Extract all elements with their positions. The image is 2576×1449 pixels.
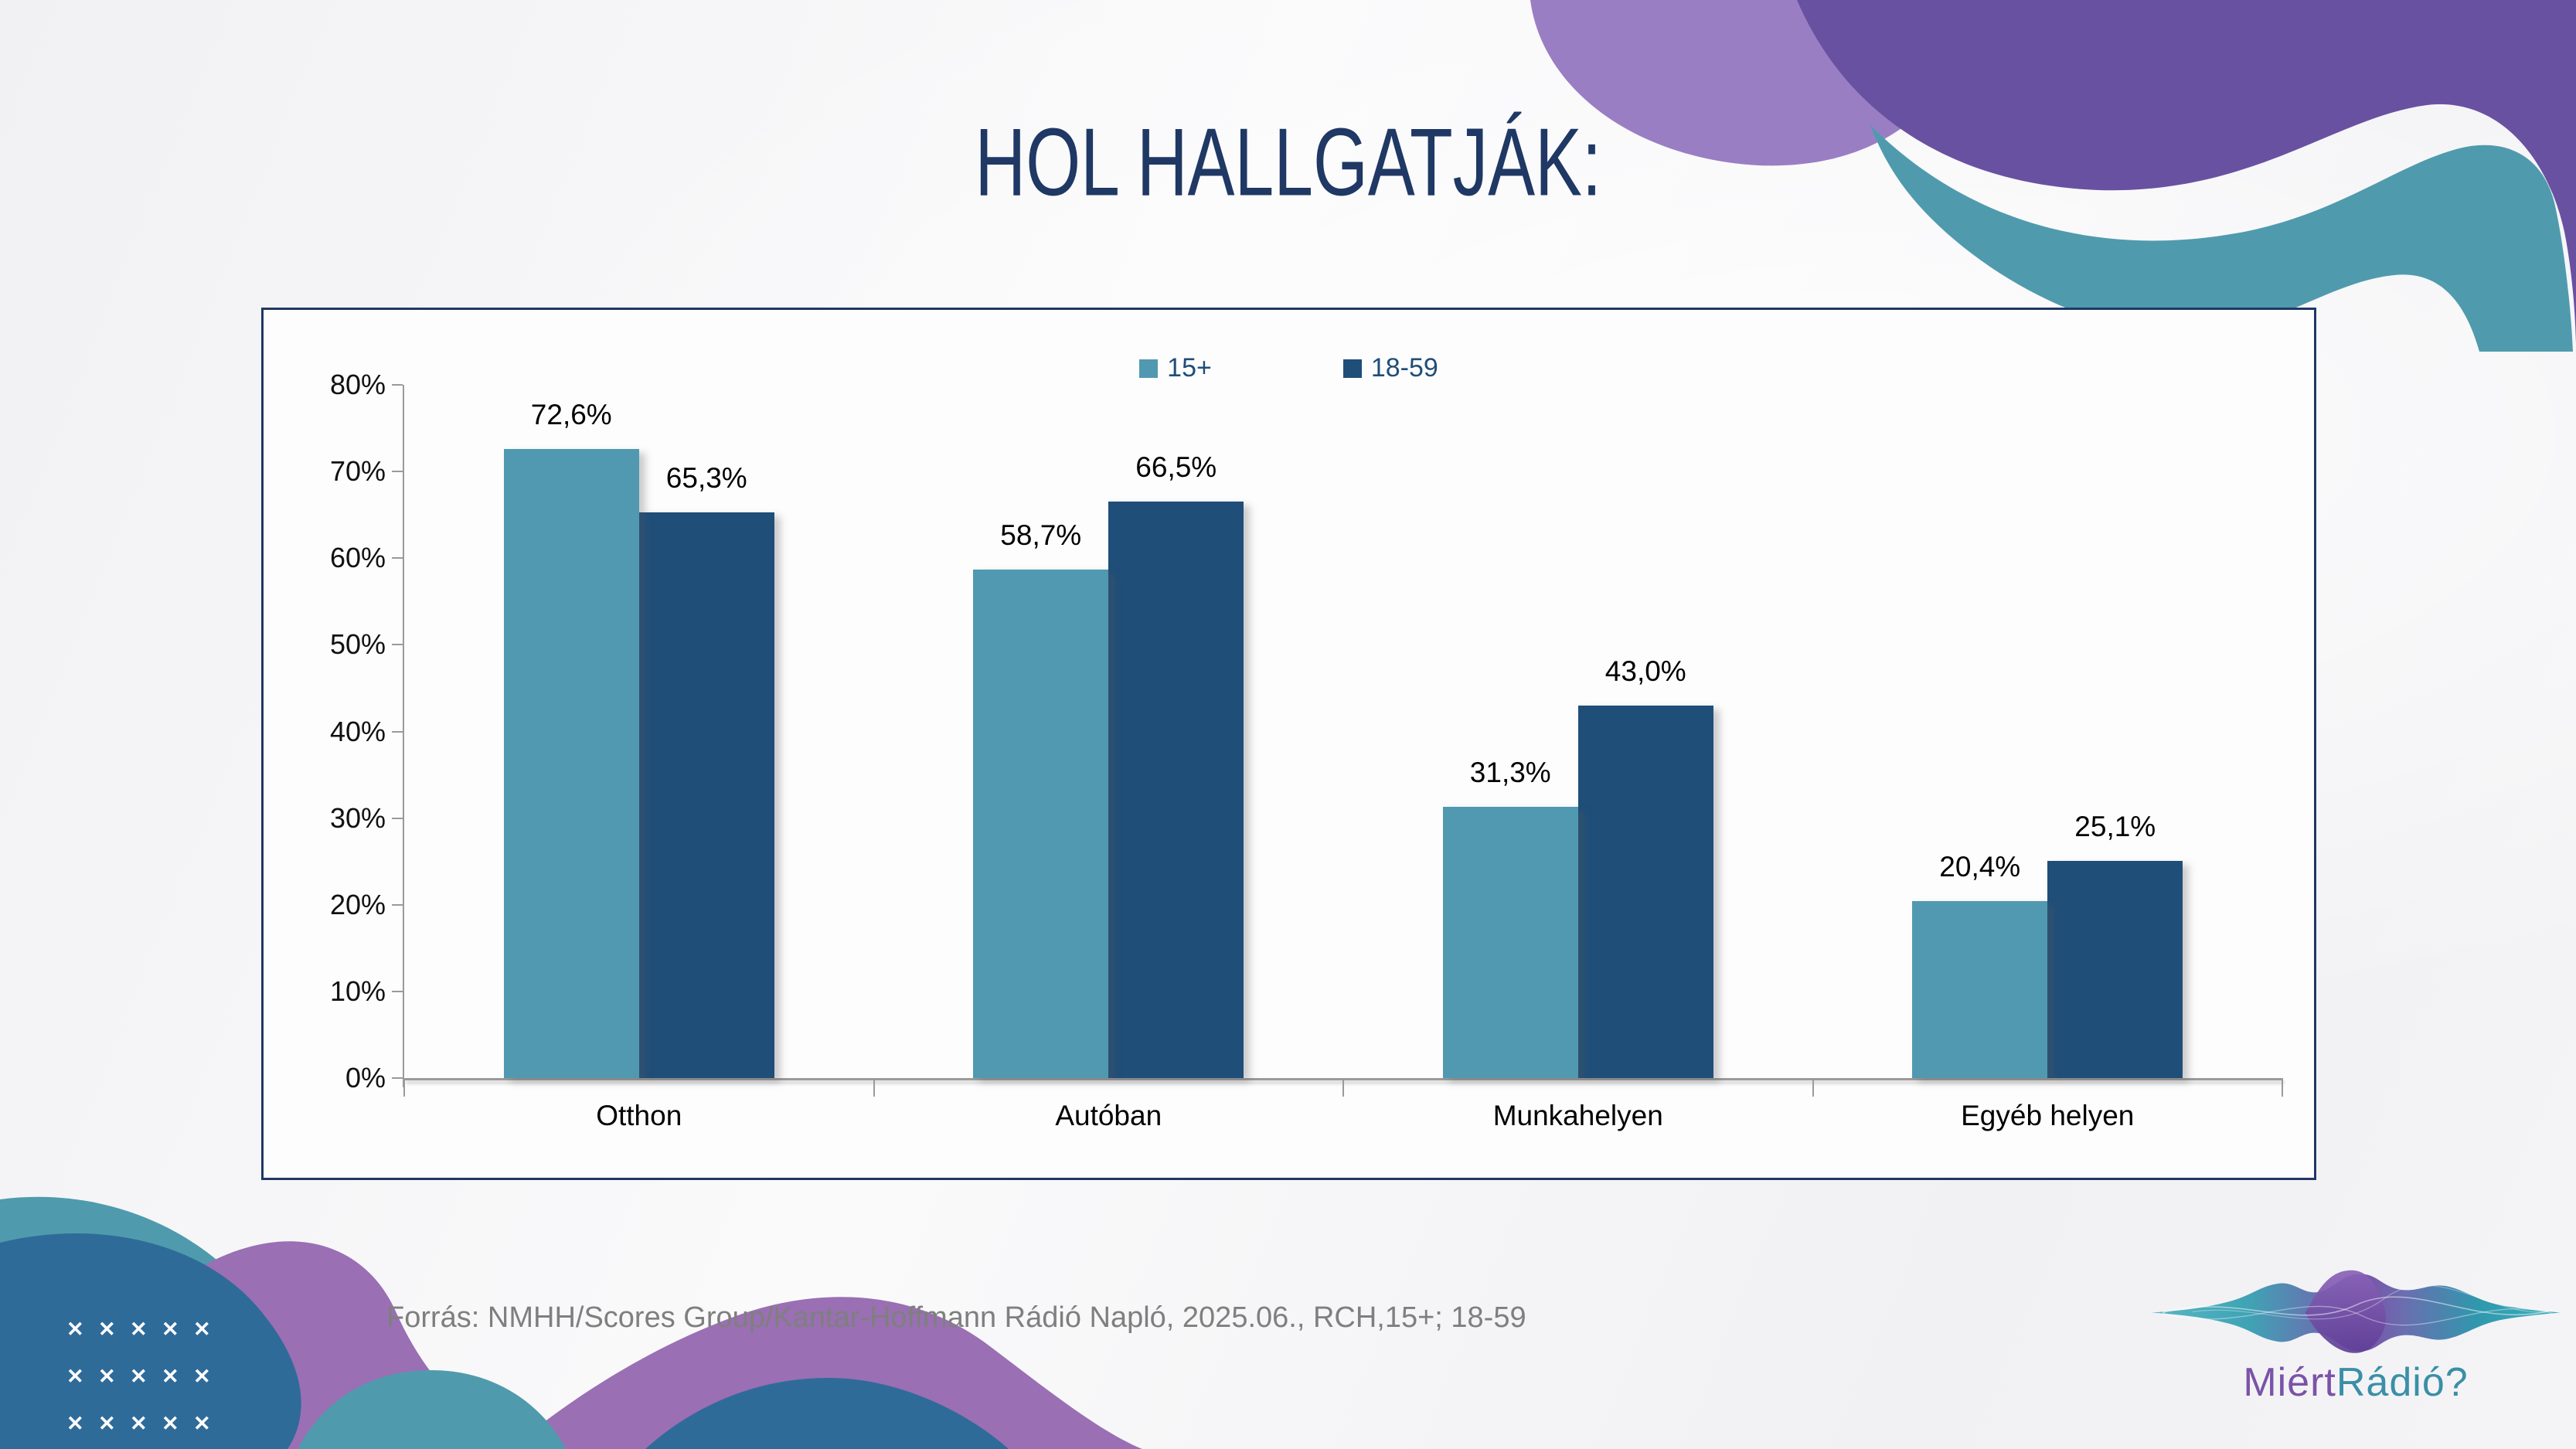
cross-mark: ✕ (66, 1412, 84, 1435)
cross-mark: ✕ (193, 1412, 211, 1435)
miertradio-logo: MiértRádió? (2139, 1264, 2572, 1404)
y-axis-tick (392, 903, 403, 906)
bar-15+-Egyéb helyen (1912, 901, 2048, 1078)
page-title-text: HOL HALLGATJÁK: (975, 108, 1601, 216)
cross-mark: ✕ (98, 1318, 116, 1341)
bar-15+-Munkahelyen (1442, 807, 1578, 1078)
y-axis-label: 80% (329, 369, 386, 400)
source-note: Forrás: NMHH/Scores Group/Kantar-Hoffman… (386, 1301, 1526, 1334)
soundwave-icon (2151, 1270, 2561, 1353)
cross-mark: ✕ (66, 1365, 84, 1388)
cross-mark: ✕ (162, 1318, 179, 1341)
bar-18-59-Autóban (1108, 502, 1244, 1078)
bar-value-label: 66,5% (1135, 451, 1217, 484)
legend-swatch (1342, 359, 1362, 378)
y-axis-tick (392, 990, 403, 992)
y-axis-label: 0% (345, 1062, 386, 1094)
cross-pattern-decoration: ✕ ✕ ✕ ✕ ✕ ✕ ✕ ✕ ✕ ✕ ✕ ✕ ✕ ✕ ✕ (66, 1306, 225, 1447)
bar-15+-Otthon (503, 448, 639, 1078)
x-axis-category-label: Egyéb helyen (1961, 1100, 2135, 1131)
y-axis-tick (392, 1077, 403, 1079)
x-axis-category-label: Autóban (1055, 1100, 1162, 1131)
bar-value-label: 20,4% (1939, 851, 2021, 883)
y-axis-tick (392, 817, 403, 819)
legend-item-18-59: 18-59 (1342, 353, 1438, 383)
bar-value-label: 43,0% (1604, 655, 1686, 687)
cross-mark: ✕ (130, 1412, 148, 1435)
y-axis-tick (392, 471, 403, 473)
x-axis-category-label: Munkahelyen (1492, 1100, 1663, 1131)
y-axis-label: 50% (329, 628, 386, 661)
logo-word-radio: Rádió? (2336, 1360, 2469, 1405)
x-axis-tick (1342, 1078, 1344, 1097)
legend-label: 15+ (1167, 353, 1212, 383)
cross-mark: ✕ (193, 1318, 211, 1341)
y-axis-line (403, 385, 404, 1087)
x-axis-tick (1812, 1078, 1814, 1097)
y-axis-label: 60% (329, 542, 386, 574)
logo-word-miert: Miért (2243, 1360, 2336, 1405)
bar-group: 31,3% 43,0% (1343, 385, 1813, 1078)
legend-label: 18-59 (1370, 353, 1438, 383)
logo-wordmark: MiértRádió? (2139, 1361, 2572, 1404)
bottom-left-wave-decoration (0, 1196, 1142, 1449)
x-axis-tick (873, 1078, 875, 1097)
bar-group: 72,6% 65,3% (404, 385, 874, 1078)
cross-mark: ✕ (162, 1412, 179, 1435)
cross-mark: ✕ (98, 1412, 116, 1435)
cross-mark: ✕ (98, 1365, 116, 1388)
x-axis-category-label: Otthon (596, 1100, 682, 1131)
legend-swatch (1139, 359, 1159, 378)
top-right-wave-decoration (1530, 0, 2576, 352)
y-axis-label: 30% (329, 801, 386, 834)
bar-18-59-Egyéb helyen (2047, 860, 2183, 1078)
bar-group: 58,7% 66,5% (874, 385, 1344, 1078)
bar-15+-Autóban (973, 569, 1109, 1078)
bar-group: 20,4% 25,1% (1813, 385, 2283, 1078)
cross-mark: ✕ (162, 1365, 179, 1388)
x-axis-tick (403, 1078, 405, 1097)
y-axis-label: 20% (329, 888, 386, 920)
y-axis-label: 70% (329, 455, 386, 488)
cross-mark: ✕ (66, 1318, 84, 1341)
bar-18-59-Munkahelyen (1577, 705, 1713, 1078)
cross-mark: ✕ (130, 1318, 148, 1341)
y-axis-tick (392, 384, 403, 386)
cross-mark: ✕ (130, 1365, 148, 1388)
bar-value-label: 58,7% (1000, 519, 1082, 551)
cross-mark: ✕ (193, 1365, 211, 1388)
bar-value-label: 72,6% (530, 398, 612, 430)
legend-item-15+: 15+ (1139, 353, 1212, 383)
y-axis-tick (392, 644, 403, 646)
bar-value-label: 65,3% (665, 461, 747, 494)
page-title: HOL HALLGATJÁK: (0, 110, 2576, 216)
chart-plot-area: 80% 70% 60% 50% 40% 30% 20% 10% 0% 72,6% 65,3% 58,7… (330, 369, 2283, 1097)
y-axis-tick (392, 557, 403, 560)
y-axis-tick (392, 730, 403, 733)
x-axis-tick (2282, 1078, 2283, 1097)
bar-18-59-Otthon (638, 512, 774, 1078)
y-axis-label: 40% (329, 715, 386, 747)
chart-frame: 15+ 18-59 80% 70% 60% 50% 40% 30% 20% 10% 0% 72,6%… (261, 308, 2316, 1180)
bar-value-label: 31,3% (1469, 757, 1551, 789)
y-axis-label: 10% (329, 975, 386, 1007)
chart-legend: 15+ 18-59 (264, 353, 2314, 383)
bar-value-label: 25,1% (2074, 810, 2156, 842)
